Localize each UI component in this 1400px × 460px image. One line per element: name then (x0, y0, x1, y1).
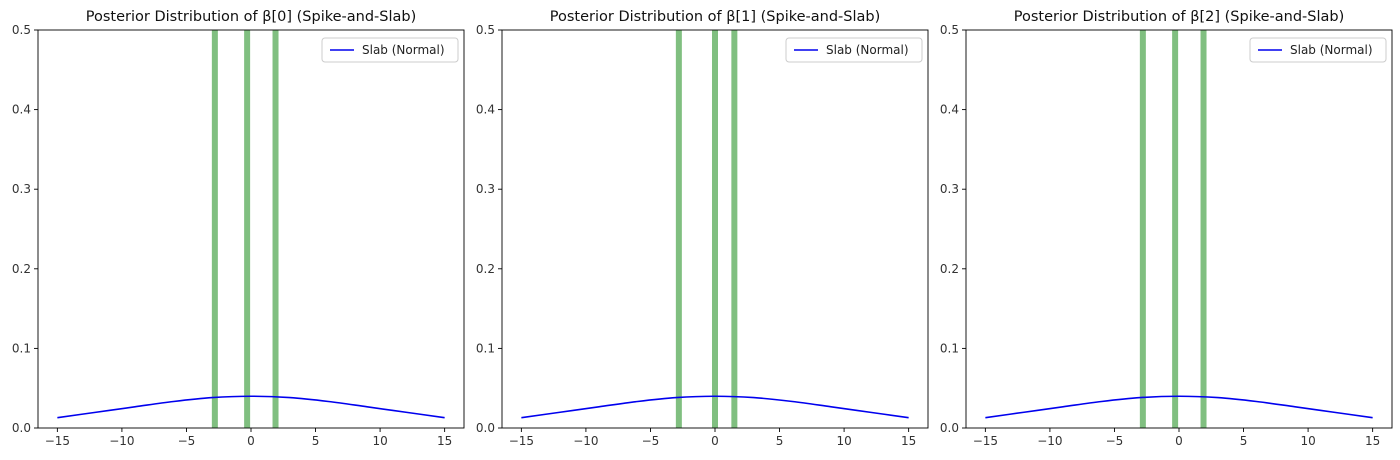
legend: Slab (Normal) (321, 37, 459, 63)
chart-title: Posterior Distribution of β[1] (Spike-an… (550, 9, 881, 25)
y-tick-label: 0.1 (476, 341, 495, 355)
legend-box (321, 37, 459, 63)
x-tick-label: −15 (45, 434, 70, 448)
x-tick-label: −5 (1106, 434, 1124, 448)
y-tick-label: 0.2 (476, 262, 495, 276)
x-tick-label: 0 (247, 434, 255, 448)
y-tick-label: 0.0 (12, 421, 31, 435)
y-tick-label: 0.2 (12, 262, 31, 276)
y-tick-label: 0.3 (940, 182, 959, 196)
plot-area: −15 −10 −5 0 5 10 15 0.0 0.1 0.2 0.3 0.4 0.5 Slab (No… (476, 23, 929, 448)
y-tick-label: 0.2 (940, 262, 959, 276)
y-tick-label: 0.4 (476, 103, 495, 117)
legend-box (1249, 37, 1387, 63)
series-line (985, 395, 1373, 419)
x-tick-label: 15 (437, 434, 452, 448)
plot-area: −15 −10 −5 0 5 10 15 0.0 0.1 0.2 0.3 0.4 0.5 Slab (No… (12, 23, 465, 448)
y-tick-label: 0.4 (940, 103, 959, 117)
y-tick-label: 0.5 (12, 23, 31, 37)
x-tick-label: 15 (1365, 434, 1380, 448)
x-tick-label: −5 (178, 434, 196, 448)
subplot-2: Posterior Distribution of β[1] (Spike-an… (476, 9, 929, 448)
x-tick-label: 5 (312, 434, 320, 448)
legend: Slab (Normal) (785, 37, 923, 63)
x-tick-label: −10 (573, 434, 598, 448)
y-tick-label: 0.0 (476, 421, 495, 435)
y-tick-label: 0.3 (476, 182, 495, 196)
x-tick-label: 0 (711, 434, 719, 448)
x-tick-label: 10 (1300, 434, 1315, 448)
x-tick-label: −5 (642, 434, 660, 448)
series-line (57, 395, 445, 419)
chart-title: Posterior Distribution of β[2] (Spike-an… (1014, 9, 1345, 25)
subplot-3: Posterior Distribution of β[2] (Spike-an… (940, 9, 1393, 448)
x-tick-label: −10 (1037, 434, 1062, 448)
plot-area: −15 −10 −5 0 5 10 15 0.0 0.1 0.2 0.3 0.4 0.5 Slab (No… (940, 23, 1393, 448)
x-tick-label: −15 (973, 434, 998, 448)
x-tick-label: 5 (1240, 434, 1248, 448)
legend-label: Slab (Normal) (362, 43, 445, 57)
x-tick-label: 15 (901, 434, 916, 448)
y-tick-label: 0.0 (940, 421, 959, 435)
x-tick-label: 10 (372, 434, 387, 448)
x-tick-label: 0 (1175, 434, 1183, 448)
legend-label: Slab (Normal) (1290, 43, 1373, 57)
series-line (521, 395, 909, 419)
legend-box (785, 37, 923, 63)
legend-label: Slab (Normal) (826, 43, 909, 57)
y-tick-label: 0.5 (940, 23, 959, 37)
y-tick-label: 0.1 (940, 341, 959, 355)
y-tick-label: 0.4 (12, 103, 31, 117)
subplot-1: Posterior Distribution of β[0] (Spike-an… (12, 9, 465, 448)
x-tick-label: −10 (109, 434, 134, 448)
legend: Slab (Normal) (1249, 37, 1387, 63)
y-tick-label: 0.3 (12, 182, 31, 196)
x-tick-label: 5 (776, 434, 784, 448)
y-tick-label: 0.5 (476, 23, 495, 37)
y-tick-label: 0.1 (12, 341, 31, 355)
x-tick-label: 10 (836, 434, 851, 448)
x-tick-label: −15 (509, 434, 534, 448)
chart-title: Posterior Distribution of β[0] (Spike-an… (86, 9, 417, 25)
